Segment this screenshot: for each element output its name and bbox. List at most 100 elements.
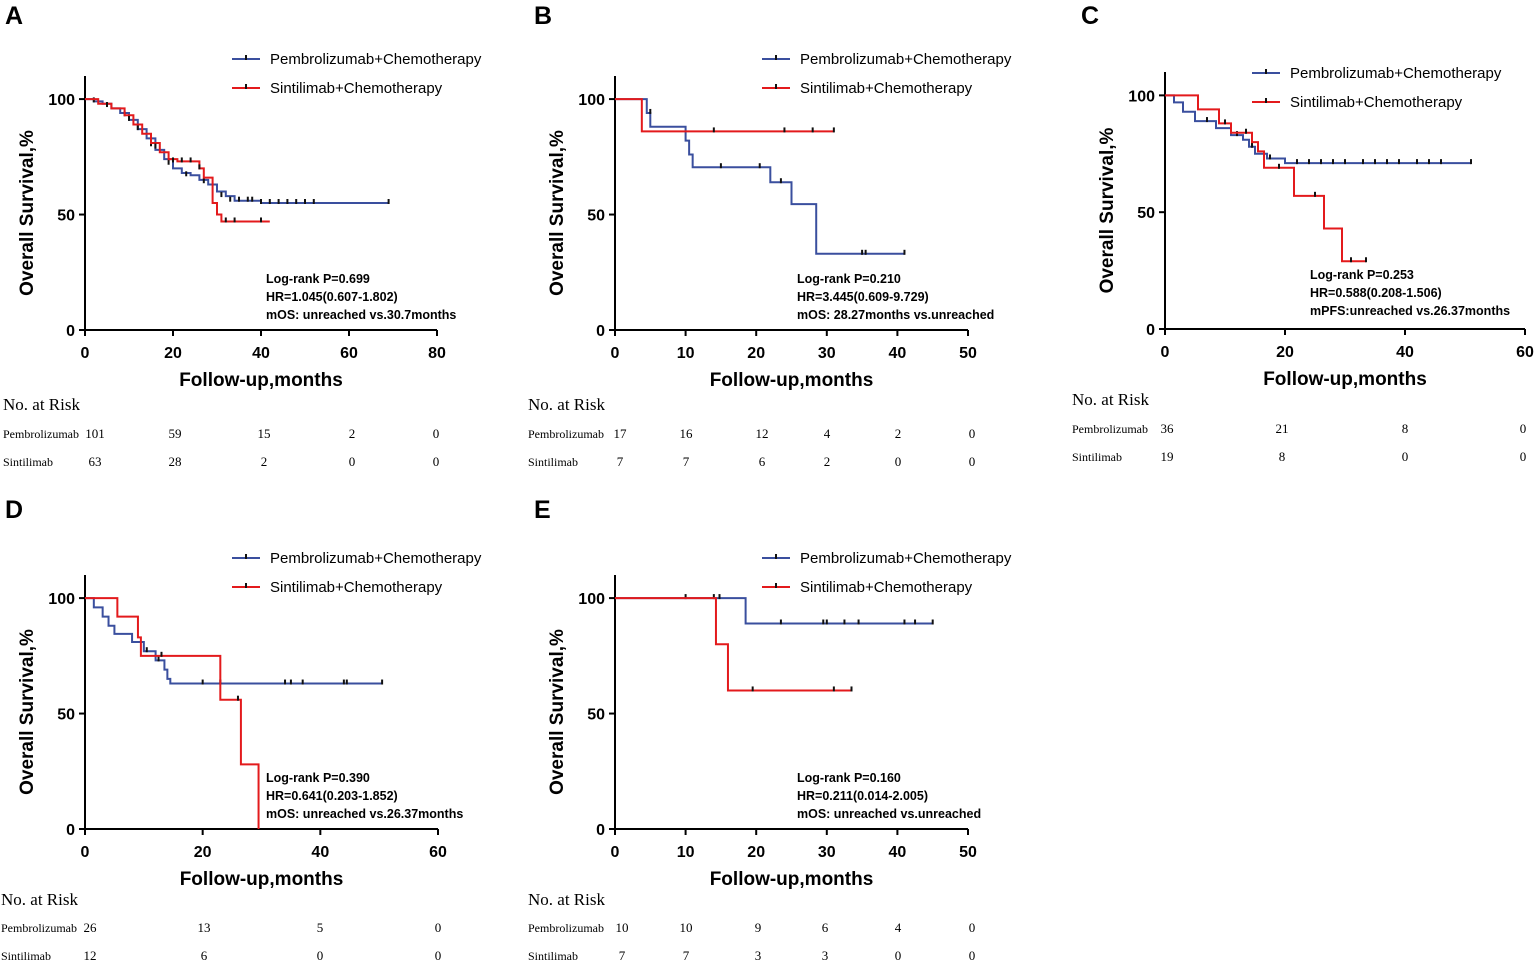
risk-table-title: No. at Risk <box>528 890 605 909</box>
stats-line: HR=3.445(0.609-9.729) <box>797 290 929 304</box>
risk-value: 7 <box>617 454 624 469</box>
risk-value: 8 <box>1402 421 1409 436</box>
panel-e: E0 10 20 30 40 50050100Follow-up,monthsOveral… <box>528 496 1012 960</box>
risk-row-label: Pembrolizumab <box>528 427 604 441</box>
x-tick-label: 20 <box>1276 344 1294 361</box>
legend-label: Sintilimab+Chemotherapy <box>270 579 443 596</box>
risk-value: 13 <box>198 920 211 935</box>
x-tick-label: 30 <box>818 844 836 861</box>
series-pembrolizumab <box>85 97 390 204</box>
x-tick-label: 60 <box>340 345 358 362</box>
stats-line: mOS: 28.27months vs.unreached <box>797 308 994 322</box>
y-tick-label: 0 <box>596 323 605 340</box>
risk-value: 6 <box>759 454 766 469</box>
stats-line: mOS: unreached vs.30.7months <box>266 308 456 322</box>
y-axis-title: Overall Survival,% <box>1097 127 1118 293</box>
risk-row-label: Sintilimab <box>1 949 51 960</box>
x-axis-title: Follow-up,months <box>180 869 344 890</box>
legend-label: Pembrolizumab+Chemotherapy <box>1290 65 1502 82</box>
x-tick-label: 20 <box>747 844 765 861</box>
risk-value: 63 <box>89 454 102 469</box>
risk-row-label: Pembrolizumab <box>1072 422 1148 436</box>
legend-label: Pembrolizumab+Chemotherapy <box>800 550 1012 567</box>
panel-c: C 0 20 40 60 0 50 100 Follow-up,months Overall Su… <box>1072 2 1534 464</box>
stats-line: HR=0.588(0.208-1.506) <box>1310 286 1442 300</box>
y-axis-title: Overall Survival,% <box>547 629 568 795</box>
risk-value: 0 <box>969 454 976 469</box>
x-axis-title: Follow-up,months <box>1263 369 1427 390</box>
risk-table-title: No. at Risk <box>528 395 605 414</box>
x-tick-label: 30 <box>818 345 836 362</box>
risk-value: 0 <box>317 948 324 960</box>
risk-table-title: No. at Risk <box>1072 390 1149 409</box>
risk-value: 59 <box>169 426 182 441</box>
stats-line: mOS: unreached vs.unreached <box>797 807 981 821</box>
risk-value: 2 <box>824 454 831 469</box>
risk-value: 10 <box>616 920 629 935</box>
x-tick-label: 10 <box>677 844 695 861</box>
y-tick-label: 100 <box>578 591 605 608</box>
risk-value: 0 <box>435 948 442 960</box>
risk-value: 28 <box>169 454 182 469</box>
x-tick-label: 20 <box>747 345 765 362</box>
y-tick-label: 50 <box>57 707 75 724</box>
legend-label: Sintilimab+Chemotherapy <box>1290 94 1463 111</box>
y-tick-label: 50 <box>57 208 75 225</box>
x-tick-label: 0 <box>81 844 90 861</box>
risk-value: 2 <box>349 426 356 441</box>
stats-line: Log-rank P=0.390 <box>266 771 370 785</box>
risk-value: 0 <box>1402 449 1409 464</box>
x-tick-label: 0 <box>611 844 620 861</box>
risk-value: 12 <box>84 948 97 960</box>
legend-label: Pembrolizumab+Chemotherapy <box>270 550 482 567</box>
risk-value: 6 <box>201 948 208 960</box>
series-sintilimab <box>1165 94 1367 263</box>
risk-value: 0 <box>895 454 902 469</box>
survival-curve-sintilimab <box>615 597 852 692</box>
y-axis-title: Overall Survival,% <box>547 130 568 296</box>
survival-curve-pembrolizumab <box>615 597 933 625</box>
survival-curve-sintilimab <box>85 597 260 829</box>
risk-value: 7 <box>619 948 626 960</box>
risk-value: 3 <box>755 948 762 960</box>
survival-curve-pembrolizumab <box>615 98 905 255</box>
y-tick-label: 100 <box>48 591 75 608</box>
survival-curve-sintilimab <box>85 98 270 223</box>
y-tick-label: 100 <box>1128 88 1155 105</box>
stats-line: mOS: unreached vs.26.37months <box>266 807 463 821</box>
legend-label: Pembrolizumab+Chemotherapy <box>800 51 1012 68</box>
risk-value: 2 <box>895 426 902 441</box>
risk-row-label: Sintilimab <box>3 455 53 469</box>
risk-value: 6 <box>822 920 829 935</box>
risk-value: 0 <box>969 920 976 935</box>
risk-value: 9 <box>755 920 762 935</box>
x-tick-label: 40 <box>1396 344 1414 361</box>
x-tick-label: 40 <box>889 844 907 861</box>
x-tick-label: 10 <box>677 345 695 362</box>
risk-value: 3 <box>822 948 829 960</box>
risk-value: 101 <box>85 426 105 441</box>
x-tick-label: 20 <box>194 844 212 861</box>
y-axis-title: Overall Survival,% <box>17 130 38 296</box>
x-tick-label: 60 <box>429 844 447 861</box>
risk-value: 36 <box>1161 421 1175 436</box>
series-sintilimab <box>615 98 835 133</box>
x-tick-label: 0 <box>1161 344 1170 361</box>
x-tick-label: 0 <box>81 345 90 362</box>
x-axis-title: Follow-up,months <box>710 869 874 890</box>
x-tick-label: 0 <box>611 345 620 362</box>
x-axis-title: Follow-up,months <box>710 370 874 391</box>
risk-value: 0 <box>349 454 356 469</box>
panel-letter: D <box>5 496 23 524</box>
x-tick-label: 50 <box>959 345 977 362</box>
risk-value: 4 <box>895 920 902 935</box>
stats-line: Log-rank P=0.253 <box>1310 268 1414 282</box>
risk-row-label: Sintilimab <box>528 949 578 960</box>
risk-value: 4 <box>824 426 831 441</box>
x-tick-label: 60 <box>1516 344 1534 361</box>
risk-value: 8 <box>1279 449 1286 464</box>
stats-line: Log-rank P=0.699 <box>266 272 370 286</box>
risk-value: 16 <box>680 426 694 441</box>
risk-table-title: No. at Risk <box>1 890 78 909</box>
x-tick-label: 80 <box>428 345 446 362</box>
